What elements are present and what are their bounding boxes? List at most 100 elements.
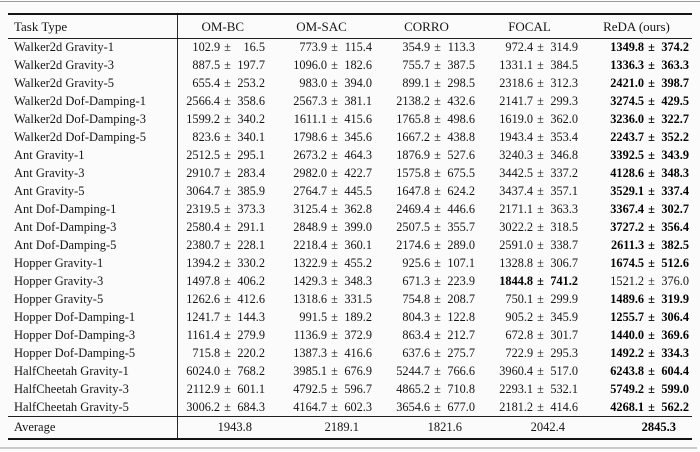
table-row: Ant Dof-Damping-3 2580.4 ± 291.1 2848.9 ± …	[8, 218, 692, 237]
table-body: Walker2d Gravity-1 102.9 ± 16.5 773.9 ± 11…	[8, 38, 692, 440]
average-value-cell-reda-ours: 2845.3	[581, 416, 692, 440]
value-cell-focal: 2181.2 ± 414.6	[478, 398, 581, 417]
average-row: Average 1943.8 2189.1 1821.6 2042.4 2845.3	[8, 416, 692, 440]
table-row: Hopper Dof-Damping-3 1161.4 ± 279.9 1136.9…	[8, 326, 692, 345]
task-type-cell: Walker2d Dof-Damping-5	[8, 128, 178, 147]
value-cell-corro: 1647.8 ± 624.2	[396, 184, 475, 198]
value-cell-focal: 1844.8 ± 741.2	[499, 274, 578, 288]
value-cell-reda-ours: 1440.0 ± 369.6	[610, 328, 689, 342]
value-cell-om-sac: 773.9 ± 115.4	[299, 40, 372, 55]
value-cell-reda-ours: 1489.6 ± 319.9	[610, 292, 689, 306]
table-row: HalfCheetah Gravity-1 6024.0 ± 768.2 3985.…	[8, 362, 692, 381]
value-cell-om-bc: 2910.7 ± 283.4	[186, 166, 265, 180]
value-cell-focal: 2591.0 ± 338.7	[499, 238, 578, 252]
value-cell-corro: 863.4 ± 212.7	[402, 328, 475, 342]
task-type-cell: Ant Dof-Damping-1	[8, 200, 178, 219]
value-cell-om-sac: 1387.3 ± 416.6	[293, 346, 372, 360]
task-type-cell: HalfCheetah Gravity-1	[8, 362, 178, 381]
value-cell-corro: 671.3 ± 223.9	[402, 274, 475, 288]
task-type-cell: HalfCheetah Gravity-5	[8, 398, 178, 417]
task-type-cell: Ant Gravity-1	[8, 146, 178, 165]
value-cell-om-bc: 1394.2 ± 330.2	[186, 256, 265, 270]
value-cell-focal: 3240.3 ± 346.8	[499, 148, 578, 162]
value-cell-om-sac: 4164.7 ± 602.3	[268, 398, 375, 417]
table-row: Ant Dof-Damping-5 2380.7 ± 228.1 2218.4 ± …	[8, 236, 692, 255]
header-row: Task Type OM-BC OM-SAC CORRO FOCAL ReDA (ours…	[8, 14, 692, 39]
task-type-cell: Hopper Gravity-3	[8, 272, 178, 291]
value-cell-corro: 755.7 ± 387.5	[402, 58, 475, 72]
value-cell-focal: 2141.7 ± 299.3	[499, 94, 578, 108]
task-type-cell: HalfCheetah Gravity-3	[8, 380, 178, 399]
value-cell-corro: 2507.5 ± 355.7	[396, 220, 475, 234]
table-row: HalfCheetah Gravity-5 3006.2 ± 684.3 4164.…	[8, 398, 692, 417]
table-row: Hopper Gravity-3 1497.8 ± 406.2 1429.3 ± 3…	[8, 272, 692, 291]
value-cell-corro: 4865.2 ± 710.8	[396, 382, 475, 396]
task-type-cell: Walker2d Dof-Damping-3	[8, 110, 178, 129]
table-row: Walker2d Gravity-3 887.5 ± 197.7 1096.0 ± …	[8, 56, 692, 75]
table-row: Hopper Dof-Damping-5 715.8 ± 220.2 1387.3 …	[8, 344, 692, 363]
task-type-cell: Hopper Dof-Damping-3	[8, 326, 178, 345]
average-value-cell-corro: 1821.6	[375, 416, 478, 440]
value-cell-corro: 1575.8 ± 675.5	[396, 166, 475, 180]
results-table: Task Type OM-BC OM-SAC CORRO FOCAL ReDA (ours…	[8, 13, 692, 440]
value-cell-corro: 1765.8 ± 498.6	[396, 112, 475, 126]
value-cell-reda-ours: 3727.2 ± 356.4	[610, 220, 689, 234]
value-cell-om-sac: 2982.0 ± 422.7	[293, 166, 372, 180]
value-cell-reda-ours: 1255.7 ± 306.4	[610, 310, 689, 324]
task-type-cell: Hopper Dof-Damping-5	[8, 344, 178, 363]
value-cell-om-sac: 2673.2 ± 464.3	[293, 148, 372, 162]
value-cell-focal: 3442.5 ± 337.2	[499, 166, 578, 180]
value-cell-om-bc: 823.6 ± 340.1	[192, 130, 265, 144]
average-value-cell-focal: 2042.4	[478, 416, 581, 440]
column-header-focal: FOCAL	[478, 14, 581, 39]
value-cell-corro: 2469.4 ± 446.6	[396, 202, 475, 216]
value-cell-focal: 3960.4 ± 517.0	[499, 364, 578, 378]
table-row: Walker2d Gravity-1 102.9 ± 16.5 773.9 ± 11…	[8, 38, 692, 57]
column-header-om-bc: OM-BC	[177, 14, 268, 39]
value-cell-om-sac: 1798.6 ± 345.6	[293, 130, 372, 144]
value-cell-reda-ours: 5749.2 ± 599.0	[610, 382, 689, 396]
value-cell-focal: 3022.2 ± 318.5	[499, 220, 578, 234]
value-cell-focal: 1331.1 ± 384.5	[499, 58, 578, 72]
value-cell-om-sac: 3985.1 ± 676.9	[293, 364, 372, 378]
task-type-cell: Hopper Gravity-5	[8, 290, 178, 309]
value-cell-corro: 899.1 ± 298.5	[402, 76, 475, 90]
top-separator-line	[0, 1, 700, 2]
value-cell-reda-ours: 2611.3 ± 382.5	[610, 238, 689, 252]
value-cell-reda-ours: 3236.0 ± 322.7	[610, 112, 689, 126]
value-cell-om-sac: 4792.5 ± 596.7	[293, 382, 372, 396]
value-cell-om-bc: 1497.8 ± 406.2	[186, 274, 265, 288]
task-type-cell: Hopper Dof-Damping-1	[8, 308, 178, 327]
value-cell-om-bc: 2566.4 ± 358.6	[186, 94, 265, 108]
table-row: Hopper Dof-Damping-1 1241.7 ± 144.3 991.5 …	[8, 308, 692, 327]
value-cell-om-sac: 983.0 ± 394.0	[299, 76, 372, 90]
value-cell-om-sac: 2848.9 ± 399.0	[293, 220, 372, 234]
task-type-cell: Ant Gravity-5	[8, 182, 178, 201]
value-cell-corro: 804.3 ± 122.8	[402, 310, 475, 324]
task-type-cell: Walker2d Dof-Damping-1	[8, 92, 178, 111]
value-cell-reda-ours: 3529.1 ± 337.4	[610, 184, 689, 198]
value-cell-reda-ours: 1674.5 ± 512.6	[610, 256, 689, 270]
value-cell-reda-ours: 3392.5 ± 343.9	[610, 148, 689, 162]
value-cell-focal: 722.9 ± 295.3	[505, 346, 578, 360]
value-cell-focal: 2293.1 ± 532.1	[499, 382, 578, 396]
table-row: Hopper Gravity-1 1394.2 ± 330.2 1322.9 ± 4…	[8, 254, 692, 273]
value-cell-corro: 1876.9 ± 527.6	[396, 148, 475, 162]
value-cell-corro: 5244.7 ± 766.6	[396, 364, 475, 378]
column-header-om-sac: OM-SAC	[268, 14, 375, 39]
table-row: Ant Gravity-3 2910.7 ± 283.4 2982.0 ± 422.…	[8, 164, 692, 183]
value-cell-corro: 925.6 ± 107.1	[402, 256, 475, 270]
value-cell-focal: 1619.0 ± 362.0	[499, 112, 578, 126]
value-cell-om-bc: 1241.7 ± 144.3	[186, 310, 265, 324]
value-cell-om-sac: 1611.1 ± 415.6	[293, 112, 372, 126]
value-cell-om-bc: 2512.5 ± 295.1	[186, 148, 265, 162]
value-cell-om-bc: 1262.6 ± 412.6	[186, 292, 265, 306]
value-cell-focal: 2318.6 ± 312.3	[499, 76, 578, 90]
value-cell-om-sac: 2218.4 ± 360.1	[293, 238, 372, 252]
value-cell-om-bc: 6024.0 ± 768.2	[186, 364, 265, 378]
value-cell-focal: 1943.4 ± 353.4	[499, 130, 578, 144]
value-cell-reda-ours: 1492.2 ± 334.3	[610, 346, 689, 360]
average-value-cell-om-sac: 2189.1	[268, 416, 375, 440]
value-cell-om-bc: 2580.4 ± 291.1	[186, 220, 265, 234]
